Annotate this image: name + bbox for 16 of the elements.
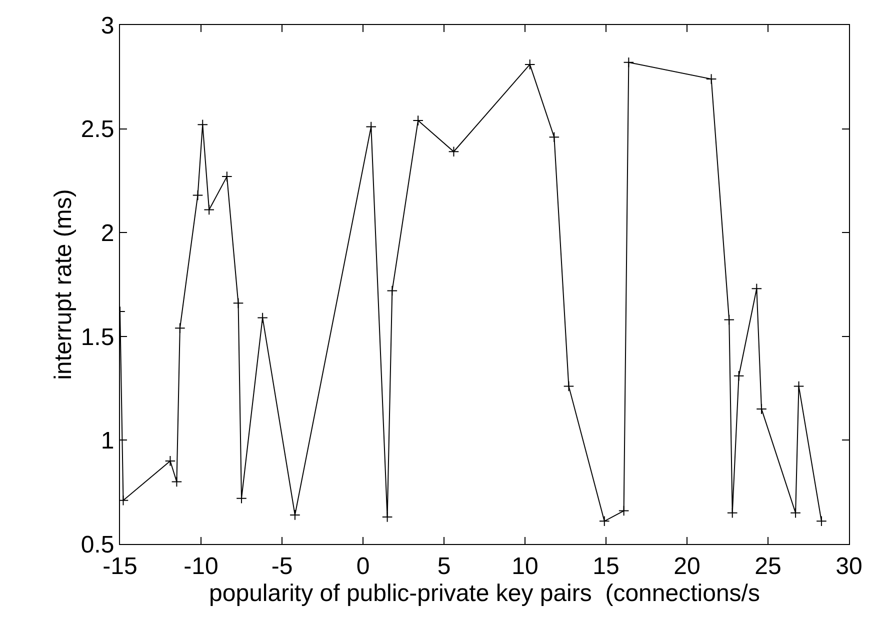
y-axis-title: interrupt rate (ms) bbox=[50, 189, 77, 380]
y-tick-label: 2 bbox=[100, 220, 114, 247]
x-tick-label: 20 bbox=[674, 552, 700, 580]
x-tick-label: -10 bbox=[184, 552, 218, 580]
y-tick-label: 1 bbox=[100, 428, 114, 455]
x-tick-label: 0 bbox=[356, 552, 370, 580]
x-tick-label: 25 bbox=[754, 552, 782, 580]
y-tick-label: 1.5 bbox=[80, 324, 114, 351]
x-tick-label: 5 bbox=[437, 552, 451, 580]
x-axis-title: popularity of public-private key pairs (connections/s bbox=[209, 580, 760, 607]
x-tick-label: 15 bbox=[592, 552, 620, 580]
x-tick-label: 10 bbox=[512, 552, 538, 580]
y-tick-label: 2.5 bbox=[80, 116, 114, 144]
x-tick-label: -5 bbox=[271, 552, 293, 580]
y-tick-label: 3 bbox=[100, 12, 114, 40]
x-tick-label: 30 bbox=[836, 552, 862, 580]
